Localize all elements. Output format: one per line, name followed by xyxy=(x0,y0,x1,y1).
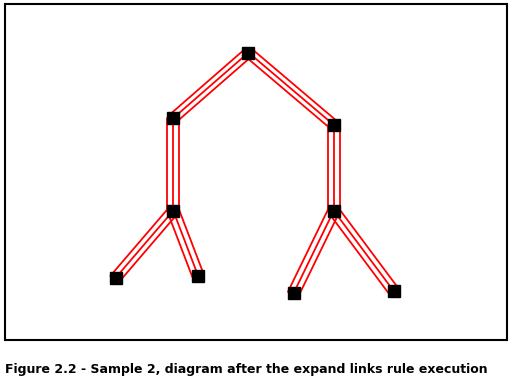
Text: Figure 2.2 - Sample 2, diagram after the expand links rule execution: Figure 2.2 - Sample 2, diagram after the… xyxy=(5,363,488,376)
